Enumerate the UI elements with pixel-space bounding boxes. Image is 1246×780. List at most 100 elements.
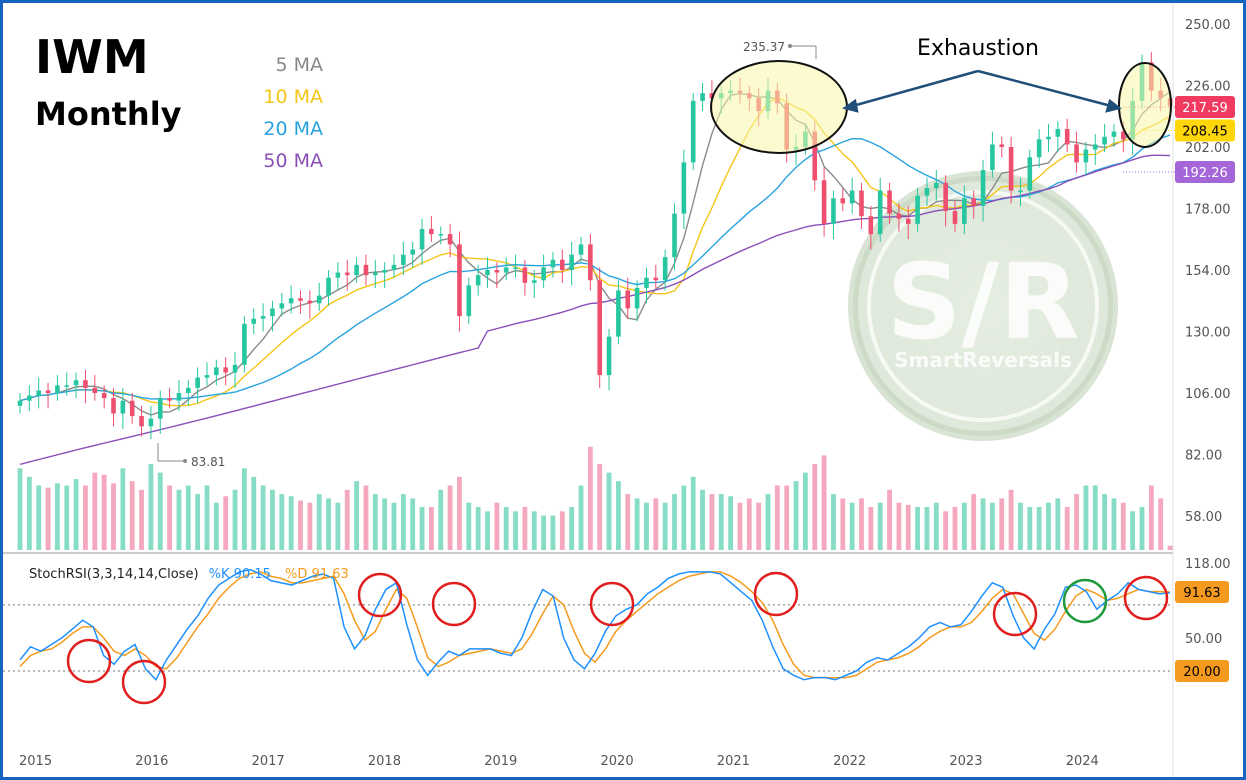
candle — [896, 213, 902, 219]
volume-bar — [728, 496, 733, 550]
price-tick-label: 82.00 — [1185, 449, 1222, 464]
x-tick-label: 2015 — [19, 754, 52, 769]
candle — [1102, 136, 1107, 145]
candle — [1121, 131, 1126, 140]
signal-circles — [66, 571, 1169, 705]
candle — [223, 367, 228, 373]
candle — [550, 259, 556, 268]
volume-bar — [64, 485, 70, 550]
candle — [1027, 157, 1033, 191]
callout-low-label: 83.81 — [191, 455, 225, 469]
candle — [541, 267, 546, 281]
candle — [354, 264, 359, 276]
exhaustion-label: Exhaustion — [917, 36, 1039, 61]
volume-bar — [821, 455, 827, 550]
osc-tick-label: 50.00 — [1185, 632, 1222, 647]
osc-badge — [1175, 659, 1229, 682]
candle — [831, 198, 836, 224]
volume-bar — [943, 511, 949, 550]
volume-bar — [522, 507, 528, 550]
callout-high-label: 235.37 — [743, 40, 785, 54]
exhaustion-ellipse-2021 — [710, 60, 848, 154]
volume-bar — [1092, 485, 1098, 550]
candle — [1046, 136, 1051, 140]
volume-bar — [887, 489, 892, 550]
volume-bar — [307, 502, 313, 550]
price-badge-label: 217.59 — [1182, 101, 1228, 116]
signal-circle — [1062, 578, 1108, 624]
candle — [503, 267, 509, 273]
exhaustion-ellipse-2024 — [1118, 62, 1172, 148]
volume-bar — [1008, 489, 1014, 550]
candle — [485, 270, 490, 276]
volume-bar — [616, 481, 621, 550]
candle — [1036, 139, 1042, 158]
volume-bar — [36, 485, 42, 550]
volume-bar — [120, 468, 126, 550]
candle — [148, 418, 154, 427]
volume-bar — [429, 507, 434, 550]
candle — [344, 272, 350, 276]
volume-bar — [1130, 511, 1136, 550]
volume-bar — [410, 498, 416, 550]
volume-bar — [73, 479, 79, 550]
candle — [429, 229, 434, 235]
indicator-name: StochRSI(3,3,14,14,Close) — [29, 567, 199, 582]
price-tick-label: 226.00 — [1185, 80, 1231, 95]
osc-badge-label: 20.00 — [1183, 665, 1220, 680]
stoch-d-line — [19, 571, 1171, 679]
candle — [111, 398, 116, 414]
volume-bar — [354, 481, 359, 550]
volume-bar — [999, 498, 1005, 550]
candle — [92, 387, 98, 393]
candle — [1092, 144, 1098, 150]
signal-circle — [357, 572, 403, 618]
candle — [522, 267, 528, 283]
candle — [64, 385, 70, 387]
chart-subtitle: Monthly — [35, 95, 182, 133]
candle — [316, 295, 322, 304]
candle — [475, 275, 481, 286]
volume-bar — [335, 502, 341, 550]
volume-bar — [382, 498, 388, 550]
candle — [139, 416, 144, 427]
volume-bar — [1102, 494, 1107, 550]
volume-bar — [232, 489, 238, 550]
candle — [625, 290, 631, 309]
x-tick-label: 2017 — [252, 754, 285, 769]
volume-bar — [765, 494, 771, 550]
candle — [373, 272, 378, 276]
volume-bar — [176, 489, 182, 550]
indicator-d: %D 91.63 — [285, 567, 349, 582]
volume-bar — [101, 474, 107, 550]
volume-bar — [1111, 498, 1117, 550]
candle — [251, 318, 257, 324]
x-tick-label: 2016 — [135, 754, 168, 769]
price-tick-label: 130.00 — [1185, 326, 1231, 341]
price-badge — [1175, 160, 1235, 183]
candle — [597, 280, 602, 376]
volume-bar — [990, 502, 995, 550]
volume-bar — [915, 507, 920, 550]
volume-bar — [784, 485, 790, 550]
candle — [1055, 129, 1061, 137]
osc-badge-label: 91.63 — [1183, 586, 1220, 601]
volume-bar — [438, 489, 444, 550]
candle — [363, 264, 369, 276]
signal-circle — [431, 581, 477, 627]
candle — [681, 162, 687, 214]
volume-bar — [1120, 502, 1126, 550]
indicator-label: StochRSI(3,3,14,14,Close) %K 90.15 %D 91… — [29, 567, 349, 582]
watermark-subtext: SmartReversals — [894, 348, 1072, 372]
signal-circle — [66, 638, 112, 684]
volume-bar — [419, 507, 425, 550]
ma-layer — [19, 91, 1171, 466]
volume-bar — [653, 498, 659, 550]
candle — [326, 277, 331, 296]
candle — [1074, 144, 1079, 163]
candle — [242, 323, 247, 365]
candle — [924, 188, 930, 196]
stoch-k-line — [19, 568, 1171, 682]
candle — [531, 280, 537, 283]
chart-title: IWM — [35, 30, 149, 84]
